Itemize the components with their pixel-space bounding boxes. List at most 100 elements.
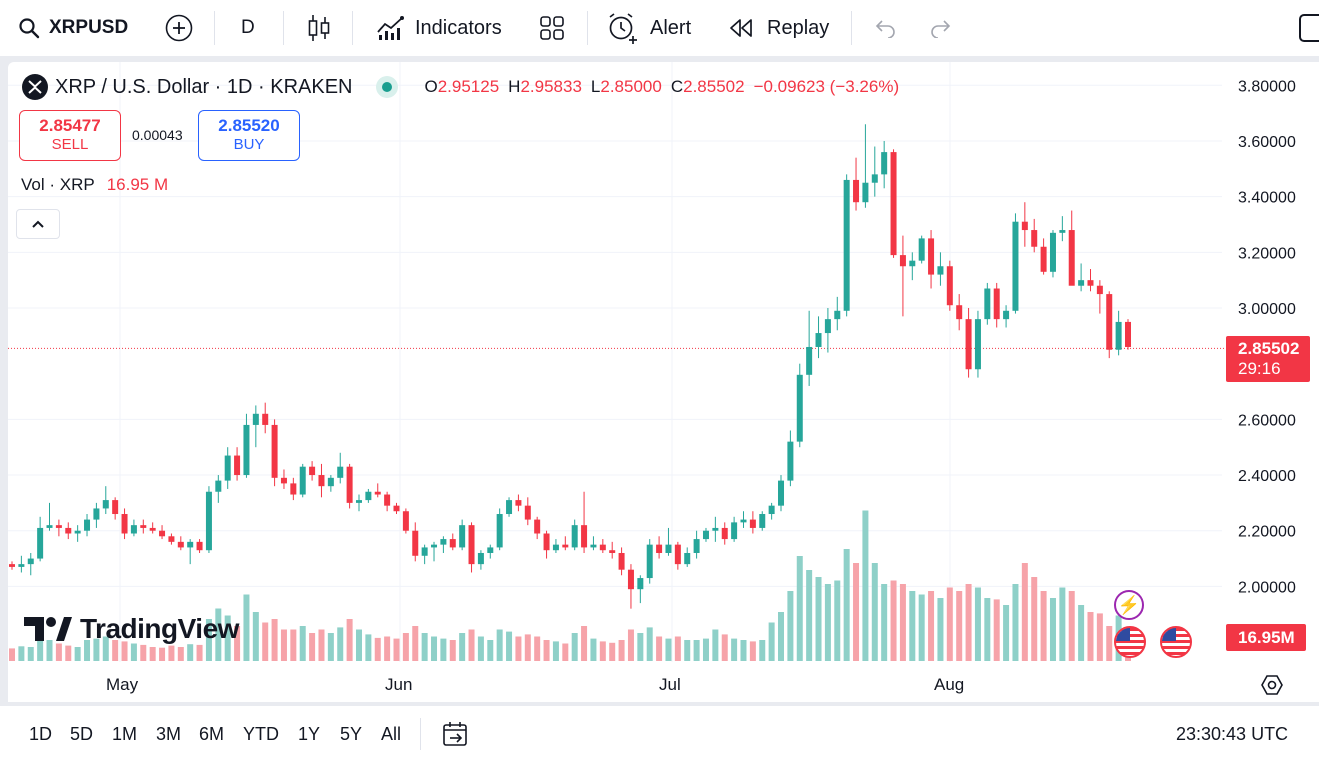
volume-bar [759,640,766,661]
toolbar-divider [587,11,588,45]
time-axis[interactable]: May Jun Jul Aug [8,668,1223,702]
volume-bar [449,640,456,661]
candle-body [974,319,981,370]
candle-body [956,305,963,320]
candle-body [27,558,34,565]
range-5y[interactable]: 5Y [340,724,363,744]
volume-bar [205,619,212,661]
volume-bar [1059,587,1066,661]
undo-button[interactable] [873,0,897,56]
chart-type-button[interactable] [307,0,331,56]
range-5d[interactable]: 5D [70,724,94,744]
candle-body [177,541,184,548]
volume-bar [740,640,747,661]
volume-bar [318,629,325,661]
range-1d[interactable]: 1D [29,724,53,744]
chart-settings-button[interactable] [1260,673,1284,702]
high-label: H [508,77,521,96]
volume-bar [1031,577,1038,661]
candle-body [627,569,634,590]
time-label-may: May [106,675,139,694]
candle-body [459,525,466,548]
candle-body [881,152,888,175]
alert-button[interactable]: Alert [606,0,691,56]
add-symbol-icon [165,14,193,42]
price-tick-label: 3.00000 [1238,301,1296,318]
range-1y[interactable]: 1Y [298,724,321,744]
indicators-button[interactable]: Indicators [375,0,502,56]
volume-bar [271,619,278,661]
range-3m[interactable]: 3M [156,724,182,744]
candle-body [909,260,916,267]
spread-value: 0.00043 [132,127,183,143]
volume-bar [177,647,184,661]
candle-body [262,413,269,425]
candle-body [712,527,719,531]
volume-bar [806,570,813,661]
flash-event-icon[interactable]: ⚡ [1114,590,1144,620]
candle-body [618,552,625,570]
volume-bar [656,636,663,661]
sell-button[interactable]: 2.85477 SELL [19,110,121,161]
candle-body [1021,221,1028,231]
top-toolbar: XRPUSD D Indicators Alert Replay [0,0,1319,56]
candle-body [656,544,663,553]
symbol-title[interactable]: XRP / U.S. Dollar · 1D · KRAKEN [55,75,353,98]
range-1m[interactable]: 1M [112,724,138,744]
volume-bar [618,640,625,661]
chart-pane[interactable] [8,62,1319,702]
interval-button[interactable]: D [241,0,255,56]
interval-label: D [241,17,255,38]
utc-clock[interactable]: 23:30:43 UTC [1176,724,1289,744]
candle-body [412,530,419,556]
range-all[interactable]: All [381,724,402,744]
candle-body [374,491,381,495]
candle-body [834,310,841,320]
redo-button[interactable] [929,0,953,56]
market-status-icon[interactable] [376,76,399,98]
tradingview-logo[interactable]: TradingView [24,613,239,645]
candle-body [899,255,906,267]
candle-body [1106,294,1113,350]
candle-body [309,466,316,476]
candle-body [1059,230,1066,233]
symbol-search[interactable]: XRPUSD [18,0,128,56]
collapse-legend-button[interactable] [16,209,60,239]
candle-body [515,500,522,506]
volume-bar [1003,605,1010,661]
volume-legend[interactable]: Vol · XRP 16.95 M [21,175,168,195]
candle-body [112,500,119,515]
layouts-button[interactable] [538,0,566,56]
price-tick-label: 2.00000 [1238,579,1296,596]
price-chart[interactable]: 3.80000 3.60000 3.40000 3.20000 3.00000 2.600… [0,0,1319,702]
candle-body [749,519,756,528]
candle-body [768,505,775,515]
us-flag-event-icon[interactable] [1114,626,1146,658]
range-6m[interactable]: 6M [199,724,225,744]
buy-button[interactable]: 2.85520 BUY [198,110,300,161]
volume-bar [402,633,409,661]
candle-body [1031,230,1038,247]
candle-body [440,539,447,545]
volume-bar [168,645,175,661]
candle-body [121,514,128,534]
candle-body [290,483,297,495]
candles-icon [308,15,330,41]
candle-body [18,564,25,567]
volume-bar [1087,612,1094,661]
replay-button[interactable]: Replay [728,0,829,56]
time-label-jul: Jul [659,675,681,694]
candle-body [327,477,334,487]
add-symbol-button[interactable] [164,0,194,56]
us-flag-event-icon[interactable] [1160,626,1192,658]
goto-date-button[interactable] [441,720,471,753]
candle-body [928,238,935,275]
range-ytd[interactable]: YTD [243,724,279,744]
candle-body [609,550,616,553]
candle-body [965,319,972,370]
volume-bar [571,633,578,661]
candle-body [637,578,644,590]
volume-bar [234,626,241,661]
last-price-badge: 2.85502 29:16 [1226,336,1310,382]
fullscreen-button[interactable] [1299,0,1319,56]
